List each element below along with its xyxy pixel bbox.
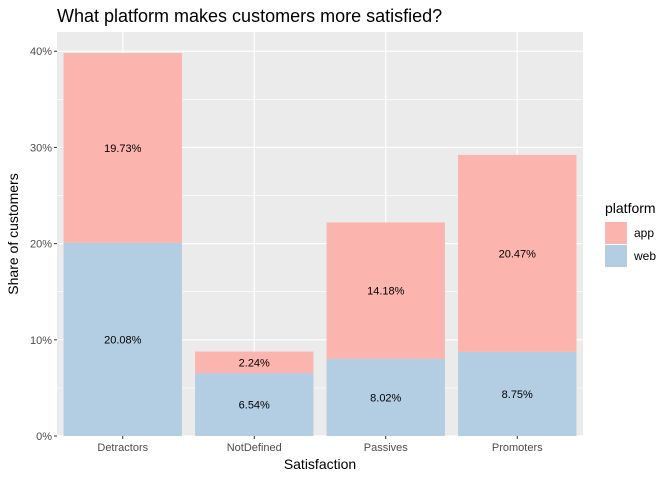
- y-tick-label: 40%: [30, 46, 52, 58]
- bars: [63, 53, 577, 436]
- bar-app-NotDefined: [195, 351, 314, 374]
- y-tick-label: 30%: [30, 142, 52, 154]
- y-axis-title: Share of customers: [5, 173, 21, 294]
- x-axis: Detractors NotDefined Passives Promoters: [97, 436, 543, 454]
- y-tick-label: 20%: [30, 239, 52, 251]
- bar-label-web-Passives: 8.02%: [370, 392, 401, 404]
- bar-app-Detractors: [63, 53, 182, 243]
- legend-key-web: [605, 245, 627, 267]
- bar-label-app-Detractors: 19.73%: [104, 143, 142, 155]
- y-tick-label: 10%: [30, 335, 52, 347]
- bar-web-Detractors: [63, 242, 182, 436]
- bar-label-web-Detractors: 20.08%: [104, 334, 142, 346]
- bar-label-web-NotDefined: 6.54%: [239, 400, 270, 412]
- bar-app-Promoters: [458, 154, 577, 352]
- x-tick-label: NotDefined: [227, 442, 282, 454]
- legend-title: platform: [605, 200, 656, 216]
- bar-label-app-NotDefined: 2.24%: [239, 357, 270, 369]
- legend-label-app: app: [634, 226, 654, 240]
- x-tick-label: Detractors: [97, 442, 148, 454]
- x-tick-label: Passives: [364, 442, 409, 454]
- legend: platform app web: [605, 200, 656, 267]
- bar-web-Passives: [326, 358, 445, 436]
- bar-label-app-Passives: 14.18%: [367, 286, 405, 298]
- bar-labels: 20.08% 19.73% 6.54% 2.24% 8.02% 14.18% 8.75% 20…: [104, 143, 536, 412]
- bar-web-Promoters: [458, 351, 577, 436]
- legend-key-app: [605, 222, 627, 244]
- x-tick-label: Promoters: [492, 442, 543, 454]
- legend-label-web: web: [633, 249, 656, 263]
- chart-title: What platform makes customers more satis…: [57, 6, 442, 26]
- x-axis-title: Satisfaction: [284, 456, 356, 472]
- y-axis: 0% 10% 20% 30% 40%: [30, 46, 57, 443]
- y-tick-label: 0%: [36, 431, 52, 443]
- bar-label-app-Promoters: 20.47%: [499, 248, 537, 260]
- bar-app-Passives: [326, 222, 445, 359]
- bar-web-NotDefined: [195, 373, 314, 436]
- bar-label-web-Promoters: 8.75%: [502, 389, 533, 401]
